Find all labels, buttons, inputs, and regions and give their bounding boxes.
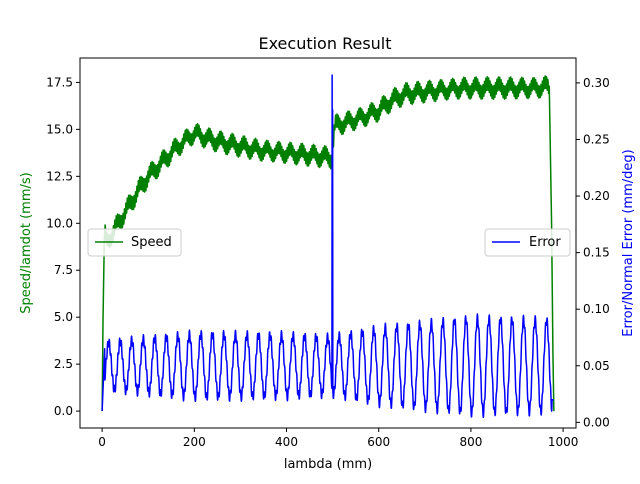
legend-error-label: Error (529, 235, 561, 250)
y-left-tick-label: 12.5 (46, 169, 73, 183)
x-tick-label: 1000 (548, 435, 579, 449)
y-right-tick-label: 0.15 (583, 246, 610, 260)
y-right-tick-label: 0.25 (583, 132, 610, 146)
legend-speed: Speed (87, 228, 182, 257)
legend-speed-label: Speed (131, 235, 172, 250)
x-tick-label: 600 (367, 435, 390, 449)
chart-title: Execution Result (258, 34, 391, 53)
y-right-tick-label: 0.05 (583, 359, 610, 373)
plot-frame (79, 57, 577, 429)
x-tick-label: 800 (459, 435, 482, 449)
legend-error: Error (484, 228, 571, 257)
x-axis-label: lambda (mm) (284, 457, 372, 472)
x-tick-label: 200 (183, 435, 206, 449)
y-axis-left-label: Speed/lamdot (mm/s) (19, 172, 34, 313)
y-left-tick-label: 7.5 (54, 263, 73, 277)
y-left-tick-label: 10.0 (46, 216, 73, 230)
y-right-tick-label: 0.10 (583, 302, 610, 316)
y-left-tick-label: 17.5 (46, 75, 73, 89)
speed-series-line (101, 75, 555, 412)
y-right-tick-label: 0.30 (583, 76, 610, 90)
legend-speed-box (87, 228, 182, 257)
y-axis-right-label: Error/Normal Error (mm/deg) (621, 149, 636, 336)
x-tick-label: 400 (275, 435, 298, 449)
legend-error-box (484, 228, 571, 257)
y-left-tick-label: 0.0 (54, 404, 73, 418)
x-tick-label: 0 (98, 435, 106, 449)
y-left-tick-label: 5.0 (54, 310, 73, 324)
error-series-line (101, 74, 555, 419)
y-left-tick-label: 15.0 (46, 122, 73, 136)
y-right-tick-label: 0.00 (583, 415, 610, 429)
y-left-tick-label: 2.5 (54, 357, 73, 371)
y-right-tick-label: 0.20 (583, 189, 610, 203)
